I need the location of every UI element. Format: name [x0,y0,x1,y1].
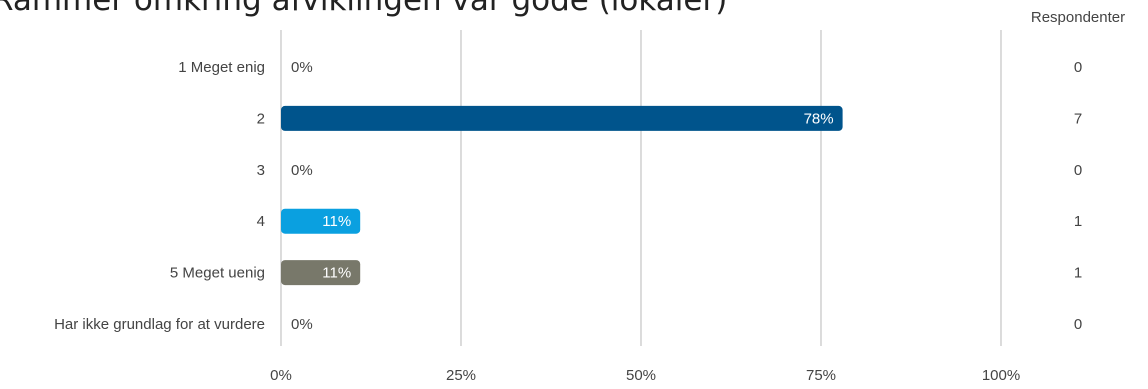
respondent-count: 7 [1074,110,1082,127]
category-label: Har ikke grundlag for at vurdere [54,316,265,333]
x-tick-label: 50% [626,367,656,384]
bar-value-label: 11% [322,213,351,230]
x-tick-label: 25% [446,367,476,384]
bar-value-label: 0% [291,59,313,76]
respondent-count: 1 [1074,213,1082,230]
category-label: 3 [257,162,265,179]
bar-value-label: 78% [804,110,834,127]
bar-value-label: 0% [291,316,313,333]
bar [281,105,843,131]
bar-layer [281,105,843,286]
chart-title: Rammer omkring afviklingen var gode (lok… [0,0,727,18]
text-layer: 0% 25% 50% 75% 100%1 Meget enig 00%2 778%3 00%4… [54,59,1082,384]
x-tick-label: 100% [982,367,1020,384]
bar [281,208,361,234]
bar-value-label: 0% [291,162,313,179]
respondent-count: 0 [1074,59,1082,76]
respondent-count: 0 [1074,316,1082,333]
bar-value-label: 11% [322,265,351,282]
category-label: 2 [257,110,265,127]
respondents-header: Respondenter [1031,9,1125,26]
respondent-count: 0 [1074,162,1082,179]
bar [281,260,361,286]
grid-layer [280,30,1002,346]
respondent-count: 1 [1074,265,1082,282]
x-tick-label: 0% [270,367,292,384]
category-label: 4 [257,213,265,230]
x-tick-label: 75% [806,367,836,384]
category-label: 5 Meget uenig [170,265,265,282]
category-label: 1 Meget enig [178,59,265,76]
